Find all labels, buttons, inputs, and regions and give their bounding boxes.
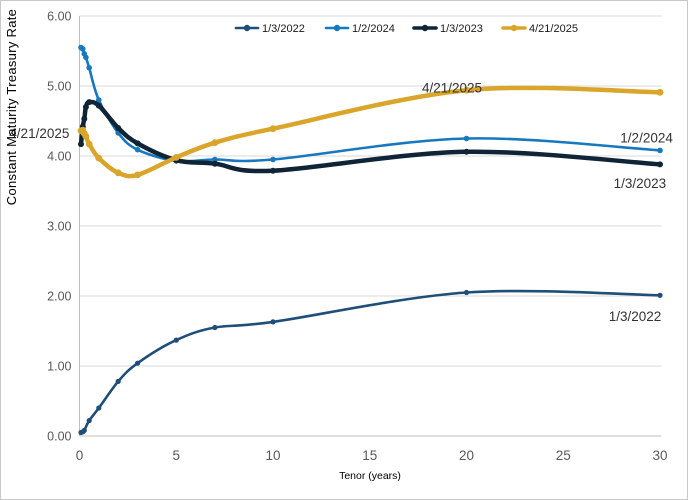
series-marker-1-3-2022 [173,337,179,343]
y-tick-label: 5.00 [47,80,71,94]
series-marker-1-2-2024 [80,46,86,52]
y-tick-label: 2.00 [47,290,71,304]
legend-marker-4-21-2025 [510,24,518,32]
series-marker-1-3-2023 [657,161,663,168]
series-1-3-2022 [78,289,663,436]
series-marker-1-3-2023 [211,160,218,167]
series-1-2-2024 [78,44,663,164]
annotations: 4/21/2025 1/2/2024 1/3/2023 1/3/2022 4/21/20… [9,80,673,324]
series-marker-1-3-2023 [115,125,122,131]
series-marker-4-21-2025 [85,140,93,148]
series-marker-1-3-2023 [81,115,88,122]
series-marker-1-2-2024 [463,135,470,142]
series-marker-1-3-2022 [96,405,102,411]
axes [79,16,662,437]
legend-marker-1-3-2022 [243,24,251,32]
legend-marker-1-2-2024 [333,24,341,32]
series-marker-1-3-2022 [81,427,87,433]
series-marker-1-2-2024 [212,156,218,163]
series-marker-4-21-2025 [95,154,103,162]
series-marker-1-3-2023 [78,141,84,148]
series-marker-4-21-2025 [269,125,277,133]
gridlines [79,15,662,367]
y-tick-label: 6.00 [47,10,71,24]
series-line-4-21-2025 [78,85,663,179]
series-marker-1-3-2022 [212,324,218,331]
series-marker-1-3-2023 [270,167,276,174]
series-callout-label: 4/21/2025 [422,80,482,95]
series-callout-label: 4/21/2025 [9,126,69,141]
series-marker-4-21-2025 [172,154,180,161]
series-callout-label: 1/2/2024 [620,131,673,146]
x-axis-tick-labels: 0 5 10 15 20 25 30 [76,448,668,463]
series-marker-1-3-2022 [463,289,470,296]
series-marker-1-3-2023 [95,102,102,109]
series-4-21-2025 [77,85,664,179]
x-tick-label: 0 [76,448,84,463]
y-tick-label: 4.00 [47,150,71,164]
series-marker-1-3-2023 [134,140,141,147]
series-marker-1-3-2022 [270,319,276,325]
series-marker-4-21-2025 [82,133,90,140]
series-line-1-3-2022 [79,289,662,434]
series-marker-1-2-2024 [657,147,663,154]
legend-marker-1-3-2023 [421,24,429,32]
series-marker-1-3-2022 [115,378,121,384]
series-marker-1-3-2023 [463,148,470,155]
x-tick-label: 5 [172,448,180,463]
chart-root: 0.00 1.00 2.00 3.00 4.00 5.00 6.00 0 5 10 15 20 25 30… [9,10,673,464]
x-tick-label: 25 [556,448,571,463]
x-axis-title: Tenor (years) [339,470,401,482]
legend-label-1-3-2022: 1/3/2022 [262,23,305,35]
y-tick-label: 1.00 [47,360,71,374]
series-marker-1-3-2022 [135,360,141,366]
series-marker-4-21-2025 [463,86,470,94]
x-tick-label: 10 [265,448,280,463]
series-marker-4-21-2025 [114,169,122,177]
series-marker-1-3-2023 [86,99,93,106]
series-marker-4-21-2025 [211,139,219,147]
legend-label-1-2-2024: 1/2/2024 [352,23,395,35]
series-marker-1-3-2023 [82,104,89,110]
y-tick-label: 0.00 [47,430,71,444]
y-axis-tick-labels: 0.00 1.00 2.00 3.00 4.00 5.00 6.00 [47,10,71,444]
series-marker-4-21-2025 [134,171,142,179]
series-callout-label: 1/3/2022 [609,309,662,324]
y-axis-title: Constant Maturity Treasury Rate [4,9,19,205]
x-tick-label: 30 [652,448,667,463]
legend: 1/3/2022 1/2/2024 1/3/2023 4/21/2025 [234,23,578,35]
legend-label-1-3-2023: 1/3/2023 [440,23,483,35]
series-callout-label: 1/3/2023 [614,176,667,191]
series-marker-1-2-2024 [96,97,102,103]
series-marker-1-2-2024 [83,54,89,61]
series-marker-1-3-2022 [657,292,663,298]
x-tick-label: 20 [459,448,474,463]
legend-label-4-21-2025: 4/21/2025 [529,23,578,35]
y-tick-label: 3.00 [47,220,71,234]
series-marker-1-2-2024 [86,65,92,71]
series-marker-4-21-2025 [656,88,664,96]
series-marker-1-3-2022 [86,418,92,424]
x-tick-label: 15 [362,448,377,463]
series-marker-1-2-2024 [270,156,276,163]
series-marker-1-2-2024 [134,146,141,153]
